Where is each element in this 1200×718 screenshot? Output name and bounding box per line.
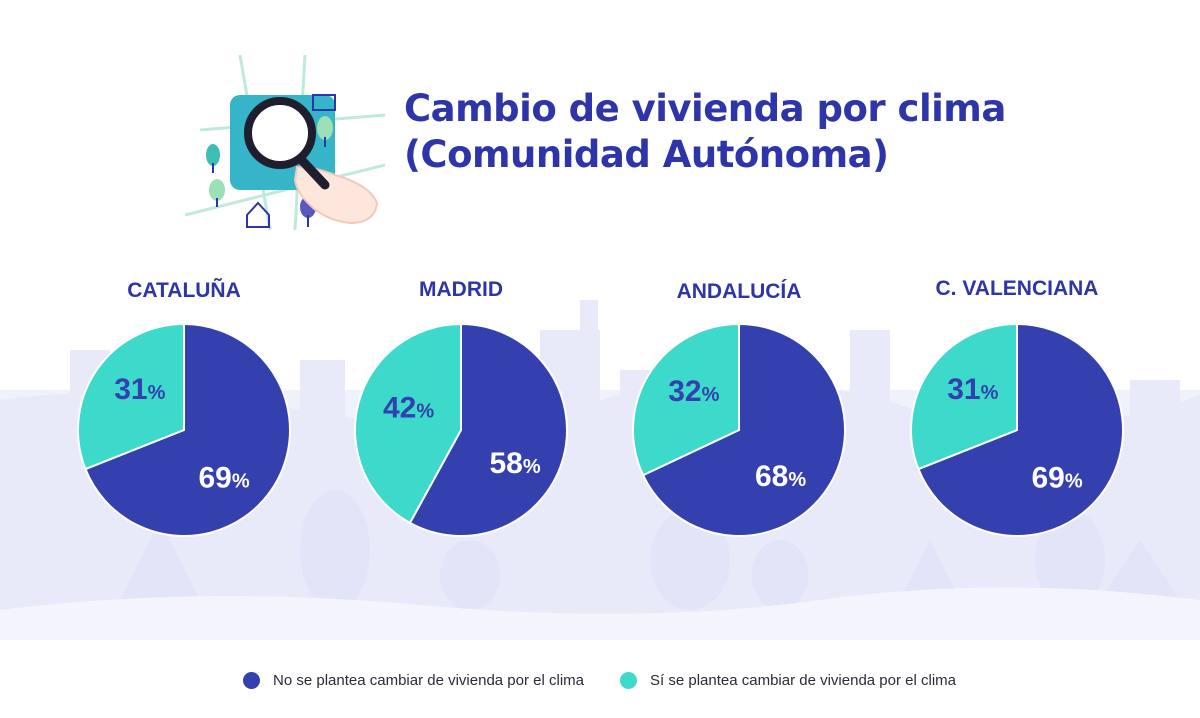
pie-value-no: 69% — [198, 461, 249, 494]
chart-title: Cambio de vivienda por clima (Comunidad … — [404, 86, 1006, 178]
pie-slice-no — [641, 322, 846, 537]
pie-slice-si — [77, 322, 185, 471]
pie-value-si: 42% — [383, 392, 434, 425]
pie-chart: C. VALENCIANA 69% 31% — [910, 277, 1124, 537]
chart-title-line-2: (Comunidad Autónoma) — [404, 133, 889, 176]
pie-slice-no — [84, 322, 291, 537]
search-map-illustration — [185, 55, 385, 230]
house-icon — [312, 94, 336, 111]
legend-swatch-si — [620, 671, 637, 689]
pie-value-no: 68% — [755, 460, 806, 493]
magnifying-glass-icon — [244, 97, 330, 190]
pie-slice-no — [408, 322, 568, 537]
pie-slice-si — [354, 322, 462, 525]
pie-charts: CATALUÑA 69% 31% MADRID 58% 42% ANDALUCÍA 68% 32… — [77, 277, 1124, 537]
pie-value-si: 32% — [668, 375, 719, 408]
pie-value-si: 31% — [947, 373, 998, 406]
pie-value-no: 58% — [489, 447, 540, 480]
legend-swatch-no — [243, 671, 260, 689]
pie-chart: MADRID 58% 42% — [354, 278, 568, 537]
chart-title-line-1: Cambio de vivienda por clima — [404, 87, 1006, 130]
pie-slice-si — [632, 322, 740, 477]
legend-label-no: No se plantea cambiar de vivienda por el… — [273, 671, 584, 689]
pie-chart-label: MADRID — [419, 278, 503, 301]
house-icon — [246, 201, 270, 228]
pie-chart-label: CATALUÑA — [127, 279, 241, 302]
legend-item-si: Sí se plantea cambiar de vivienda por el… — [620, 671, 956, 689]
legend: No se plantea cambiar de vivienda por el… — [243, 669, 956, 691]
pie-chart: CATALUÑA 69% 31% — [77, 279, 291, 537]
pie-chart-label: C. VALENCIANA — [936, 277, 1099, 300]
pie-chart-label: ANDALUCÍA — [677, 280, 802, 303]
pie-slice-si — [910, 322, 1018, 471]
pie-slice-no — [917, 322, 1124, 537]
pie-chart: ANDALUCÍA 68% 32% — [632, 280, 846, 537]
pie-value-no: 69% — [1031, 461, 1082, 494]
legend-item-no: No se plantea cambiar de vivienda por el… — [243, 671, 584, 689]
pie-value-si: 31% — [114, 373, 165, 406]
legend-label-si: Sí se plantea cambiar de vivienda por el… — [650, 671, 956, 689]
